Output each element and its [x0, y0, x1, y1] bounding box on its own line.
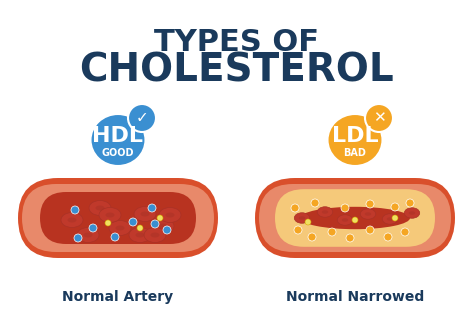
Text: TYPES OF: TYPES OF	[155, 28, 319, 57]
Ellipse shape	[140, 211, 149, 216]
FancyBboxPatch shape	[275, 189, 435, 247]
Ellipse shape	[151, 233, 159, 238]
Ellipse shape	[159, 208, 181, 222]
Circle shape	[366, 200, 374, 208]
Circle shape	[308, 233, 316, 241]
Circle shape	[163, 226, 171, 234]
Circle shape	[151, 220, 159, 228]
Circle shape	[401, 228, 409, 236]
Ellipse shape	[129, 228, 151, 242]
Ellipse shape	[387, 217, 393, 221]
Circle shape	[352, 217, 358, 223]
Circle shape	[294, 226, 302, 234]
Circle shape	[148, 204, 156, 212]
FancyBboxPatch shape	[259, 184, 451, 252]
Ellipse shape	[91, 114, 146, 166]
Ellipse shape	[383, 214, 398, 224]
Circle shape	[391, 203, 399, 211]
Circle shape	[128, 104, 156, 132]
Circle shape	[305, 219, 311, 225]
FancyBboxPatch shape	[18, 178, 218, 258]
Ellipse shape	[158, 223, 167, 228]
Circle shape	[346, 234, 354, 242]
Circle shape	[328, 228, 336, 236]
Ellipse shape	[83, 233, 92, 238]
Ellipse shape	[409, 211, 415, 215]
Ellipse shape	[99, 208, 121, 222]
Ellipse shape	[299, 216, 305, 220]
Ellipse shape	[136, 233, 145, 238]
Text: Normal Narrowed: Normal Narrowed	[286, 290, 424, 304]
Text: ✓: ✓	[136, 111, 148, 125]
Circle shape	[137, 225, 143, 231]
Circle shape	[71, 206, 79, 214]
Circle shape	[111, 233, 119, 241]
Ellipse shape	[106, 212, 115, 217]
Circle shape	[291, 204, 299, 212]
Ellipse shape	[109, 221, 131, 235]
Ellipse shape	[116, 226, 125, 230]
Ellipse shape	[294, 213, 310, 223]
Ellipse shape	[144, 228, 166, 242]
Circle shape	[392, 215, 398, 221]
Circle shape	[157, 215, 163, 221]
Text: GOOD: GOOD	[102, 148, 134, 158]
Text: CHOLESTEROL: CHOLESTEROL	[80, 52, 394, 90]
Ellipse shape	[404, 208, 419, 218]
Ellipse shape	[328, 114, 383, 166]
Ellipse shape	[95, 205, 104, 210]
Ellipse shape	[322, 210, 328, 214]
FancyBboxPatch shape	[22, 184, 214, 252]
Circle shape	[74, 234, 82, 242]
Ellipse shape	[317, 207, 333, 217]
Ellipse shape	[77, 228, 99, 242]
Circle shape	[406, 199, 414, 207]
FancyBboxPatch shape	[255, 178, 455, 258]
Text: LDL: LDL	[332, 126, 378, 146]
FancyBboxPatch shape	[40, 192, 196, 244]
Circle shape	[341, 204, 349, 212]
Ellipse shape	[300, 207, 410, 229]
Text: HDL: HDL	[92, 126, 144, 146]
Text: ✕: ✕	[373, 111, 385, 125]
Circle shape	[384, 233, 392, 241]
Ellipse shape	[360, 209, 376, 219]
Circle shape	[105, 220, 111, 226]
Ellipse shape	[89, 200, 111, 216]
Ellipse shape	[67, 217, 76, 222]
Ellipse shape	[337, 215, 353, 225]
Text: BAD: BAD	[344, 148, 366, 158]
Ellipse shape	[342, 218, 348, 222]
Ellipse shape	[165, 212, 174, 217]
Circle shape	[89, 224, 97, 232]
Ellipse shape	[61, 212, 83, 228]
Circle shape	[311, 199, 319, 207]
Ellipse shape	[152, 218, 174, 234]
Circle shape	[365, 104, 393, 132]
Ellipse shape	[134, 206, 156, 222]
Circle shape	[366, 226, 374, 234]
Ellipse shape	[365, 212, 371, 216]
Text: Normal Artery: Normal Artery	[63, 290, 173, 304]
Circle shape	[129, 218, 137, 226]
